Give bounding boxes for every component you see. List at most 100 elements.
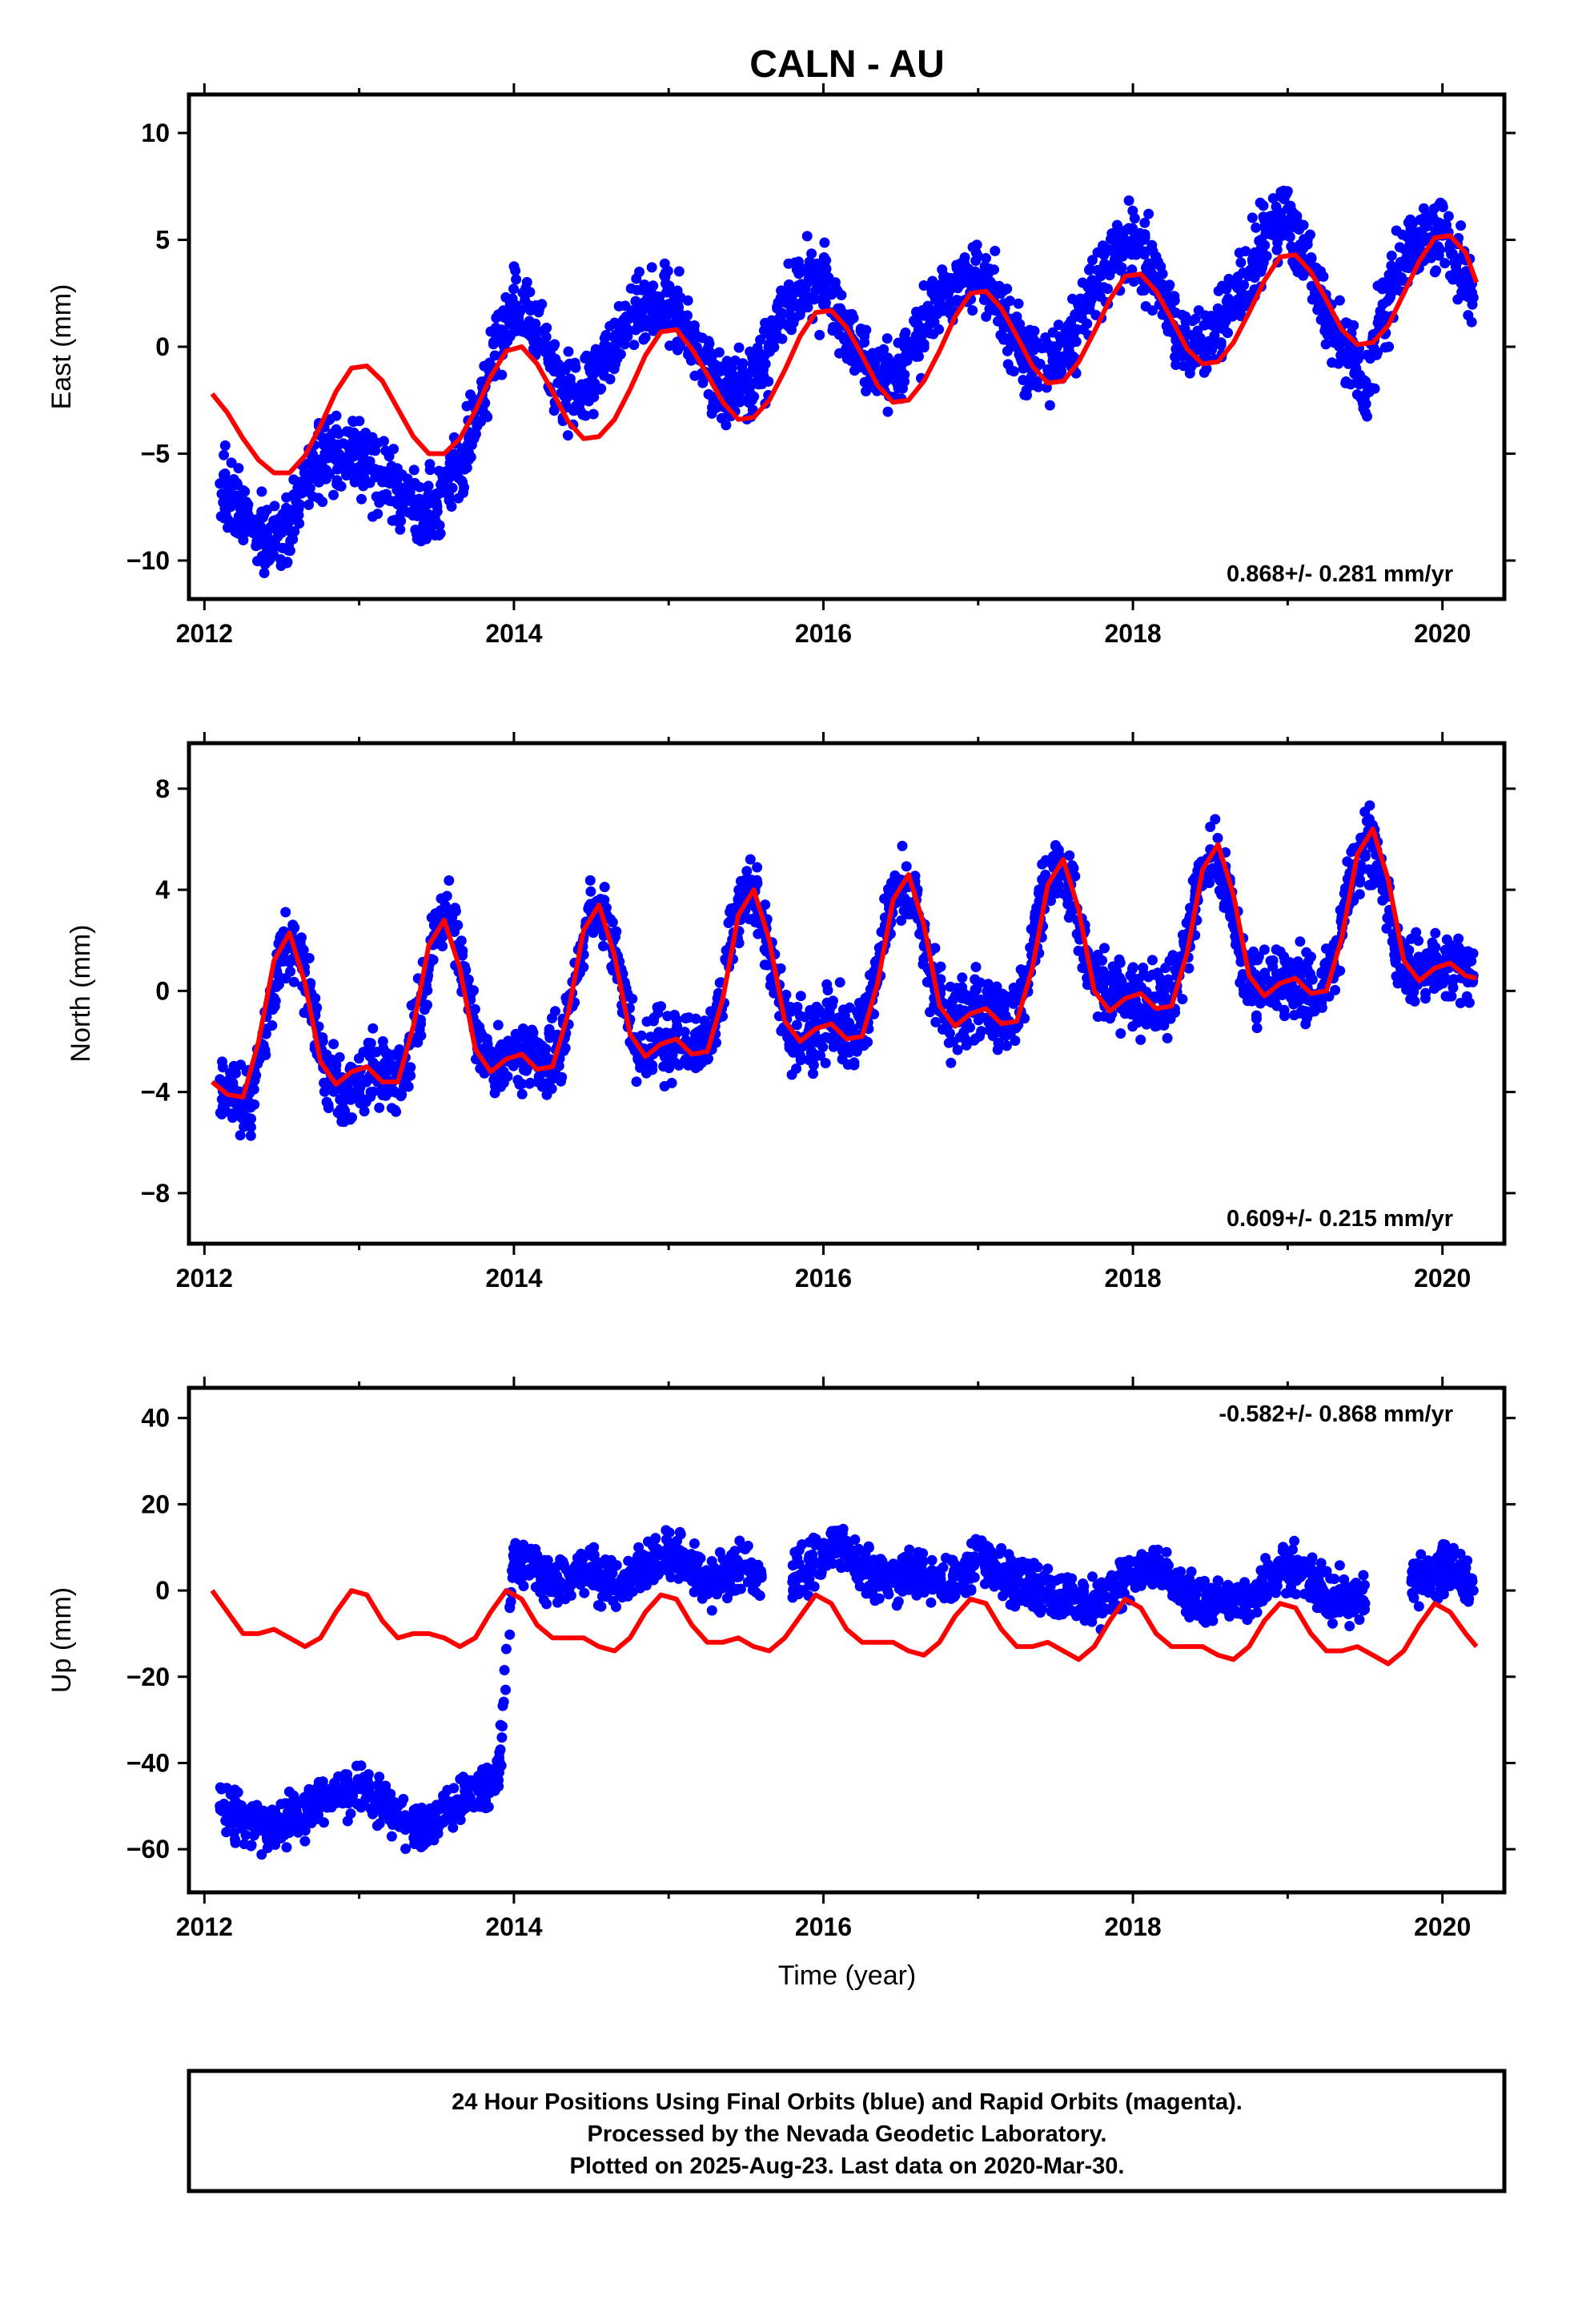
data-point <box>809 294 820 305</box>
data-point <box>610 330 621 340</box>
data-point <box>1208 312 1219 323</box>
data-point <box>1158 991 1170 1002</box>
data-point <box>1460 266 1472 277</box>
data-point <box>1437 978 1448 989</box>
data-point <box>820 1058 831 1068</box>
data-point <box>1066 907 1078 917</box>
data-point <box>1114 972 1126 983</box>
data-point <box>668 319 679 330</box>
data-point <box>511 274 522 285</box>
data-point <box>1002 283 1013 295</box>
data-point <box>1444 243 1456 255</box>
data-point <box>319 1086 330 1097</box>
data-point <box>1304 968 1315 979</box>
data-point <box>1126 264 1138 275</box>
data-point <box>1008 340 1019 352</box>
data-point <box>217 1101 228 1112</box>
data-point <box>1298 219 1309 231</box>
data-point <box>1167 950 1178 961</box>
data-point <box>592 921 603 932</box>
data-point <box>1143 1007 1154 1019</box>
x-tick-label: 2012 <box>176 619 233 648</box>
data-point <box>622 331 633 342</box>
data-point <box>1011 312 1022 322</box>
data-point <box>1098 249 1110 260</box>
data-point <box>713 347 725 358</box>
y-tick-label: 5 <box>155 226 170 255</box>
data-point <box>1147 246 1158 257</box>
data-point <box>855 362 866 373</box>
data-point <box>1087 255 1098 266</box>
data-point <box>741 866 753 877</box>
data-point <box>233 463 244 474</box>
data-point <box>1394 242 1405 253</box>
data-point <box>1184 368 1195 379</box>
data-point <box>636 1030 647 1041</box>
data-point <box>1267 193 1279 204</box>
data-point <box>1139 217 1150 228</box>
data-point <box>261 533 272 545</box>
data-point <box>741 380 752 391</box>
data-point <box>1431 265 1442 276</box>
data-point <box>1066 316 1077 327</box>
data-point <box>400 487 412 497</box>
data-point <box>372 509 383 520</box>
data-point <box>758 325 769 336</box>
data-point <box>989 264 999 275</box>
data-point <box>516 1088 528 1100</box>
data-point <box>648 1015 659 1027</box>
data-point <box>638 334 649 345</box>
data-point <box>1193 305 1204 316</box>
data-point <box>965 1022 975 1033</box>
data-point <box>240 1829 251 1840</box>
data-point <box>1064 850 1075 861</box>
data-point <box>462 440 473 451</box>
data-point <box>1205 339 1216 350</box>
data-point <box>458 487 468 498</box>
data-point <box>447 465 458 476</box>
data-point <box>1371 349 1382 360</box>
data-point <box>1313 301 1324 312</box>
data-point <box>1456 287 1468 298</box>
data-point <box>588 408 599 420</box>
data-point <box>777 333 788 344</box>
data-point <box>833 329 845 340</box>
data-point <box>640 1068 652 1079</box>
data-point <box>1300 1019 1311 1030</box>
data-point <box>1066 328 1077 340</box>
data-point <box>584 875 596 886</box>
data-point <box>1114 957 1126 968</box>
data-point <box>1135 1034 1146 1045</box>
data-point <box>390 1104 400 1116</box>
data-point <box>562 430 573 441</box>
data-point <box>540 341 551 352</box>
data-point <box>1224 308 1235 319</box>
data-point <box>880 369 891 380</box>
data-point <box>1088 279 1099 290</box>
data-point <box>981 311 992 322</box>
data-point <box>288 1790 299 1801</box>
data-point <box>599 332 610 344</box>
data-point <box>1420 987 1431 999</box>
data-point <box>541 1089 552 1100</box>
y-tick-label: 10 <box>141 119 170 147</box>
data-point <box>286 955 296 966</box>
data-point <box>1131 979 1142 991</box>
data-point <box>679 322 689 333</box>
data-point <box>328 1039 339 1050</box>
data-point <box>795 1052 806 1063</box>
data-point <box>215 1074 226 1085</box>
data-point <box>1315 266 1327 277</box>
data-point <box>1112 985 1123 996</box>
data-point <box>1147 305 1158 316</box>
data-point <box>756 356 767 368</box>
data-point <box>303 953 315 963</box>
data-point <box>918 323 930 334</box>
data-point <box>1169 291 1180 302</box>
x-tick-label: 2012 <box>176 1264 233 1293</box>
data-point <box>616 320 628 331</box>
data-point <box>245 1122 256 1132</box>
data-point <box>1026 923 1037 935</box>
data-point <box>682 295 693 306</box>
